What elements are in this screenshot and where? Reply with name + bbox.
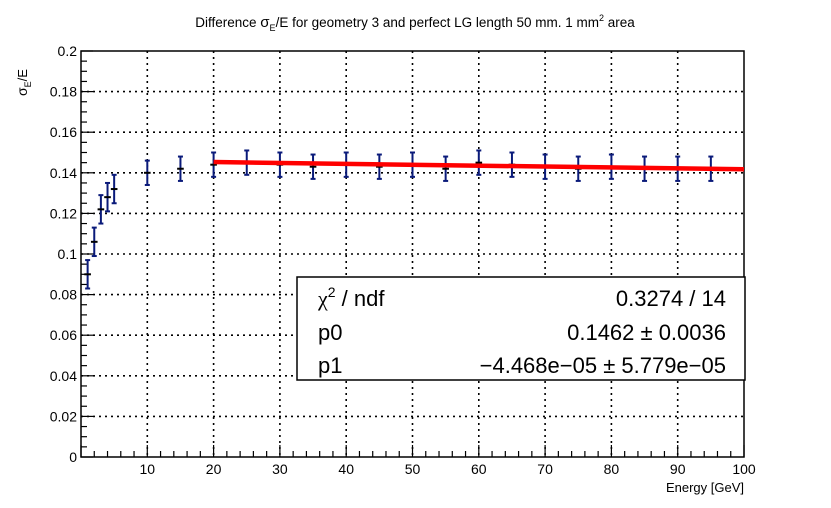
- x-tick-label: 90: [670, 461, 686, 477]
- stats-box: χ2 / ndf 0.3274 / 14 p0 0.1462 ± 0.0036 …: [296, 276, 746, 381]
- y-tick-label: 0.1: [58, 246, 78, 262]
- data-point: [97, 194, 105, 225]
- stats-row-chi2-value: 0.3274 / 14: [616, 286, 726, 311]
- x-tick-label: 80: [604, 461, 620, 477]
- data-point: [309, 153, 317, 180]
- y-tick-label: 0.04: [50, 368, 77, 384]
- y-tick-label: 0.14: [50, 165, 77, 181]
- y-tick-label: 0.02: [50, 408, 77, 424]
- axes: 10 20 30 40 50 60 70 80 90 100 0 0.02 0.04 0.06 0.08 0.…: [50, 43, 756, 477]
- y-tick-label: 0.16: [50, 124, 77, 140]
- data-point: [376, 153, 383, 180]
- stats-row-p0-value: 0.1462 ± 0.0036: [567, 320, 726, 345]
- x-tick-label: 30: [272, 461, 288, 477]
- data-points: [84, 149, 715, 290]
- y-axis-label: σE/E: [14, 69, 33, 96]
- data-point: [84, 259, 91, 290]
- x-tick-label: 60: [471, 461, 487, 477]
- x-tick-label: 50: [405, 461, 421, 477]
- data-point: [143, 159, 151, 186]
- data-point: [177, 155, 184, 182]
- x-tick-label: 40: [338, 461, 354, 477]
- data-point: [110, 173, 118, 205]
- data-point: [90, 226, 98, 258]
- stats-row-p1-value: −4.468e−05 ± 5.779e−05: [480, 353, 726, 378]
- data-point: [475, 149, 483, 176]
- x-tick-label: 10: [140, 461, 156, 477]
- chart-title: Difference σE/E for geometry 3 and perfe…: [195, 13, 635, 33]
- y-tick-label: 0.2: [58, 43, 78, 59]
- x-tick-label: 70: [537, 461, 553, 477]
- fit-line: [213, 159, 745, 172]
- data-point: [442, 155, 449, 182]
- y-tick-label: 0.18: [50, 84, 77, 100]
- y-tick-label: 0.12: [50, 205, 77, 221]
- stats-row-chi2-label: χ2 / ndf: [317, 284, 385, 311]
- y-tick-label: 0.08: [50, 287, 77, 303]
- stats-row-p0-label: p0: [318, 320, 342, 345]
- y-tick-label: 0.06: [50, 327, 77, 343]
- x-tick-label: 100: [732, 461, 756, 477]
- grid: [81, 51, 744, 457]
- data-point: [210, 151, 217, 178]
- x-axis-label: Energy [GeV]: [666, 480, 744, 495]
- fit-curve: [213, 159, 745, 172]
- stats-box-frame: [296, 276, 746, 381]
- y-tick-label: 0: [69, 449, 77, 465]
- x-tick-label: 20: [206, 461, 222, 477]
- data-point: [104, 181, 111, 213]
- stats-row-p1-label: p1: [318, 353, 342, 378]
